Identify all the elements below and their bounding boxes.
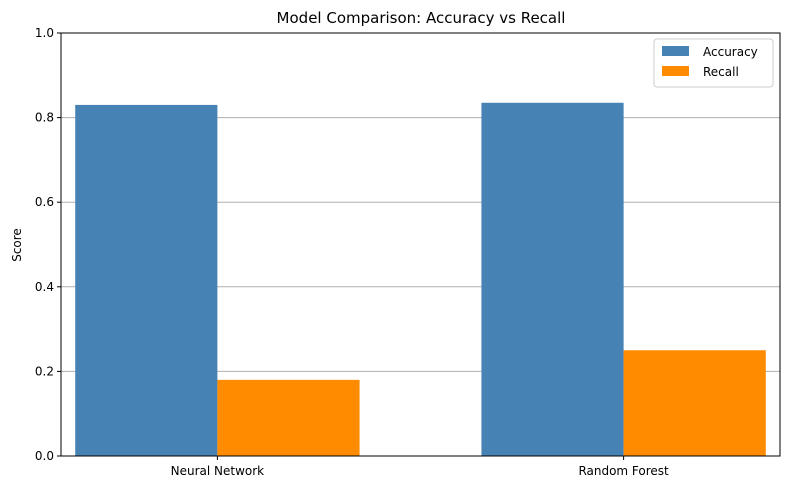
legend-swatch (662, 46, 689, 56)
y-tick-label: 0.0 (35, 449, 54, 463)
x-axis: Neural Network Random Forest (171, 456, 669, 478)
x-tick-label: Random Forest (578, 464, 669, 478)
y-axis-label: Score (10, 228, 24, 262)
plot-frame (60, 32, 781, 457)
bars (75, 102, 766, 457)
legend-label: Accuracy (703, 45, 758, 59)
bar-accuracy-random-forest (481, 102, 624, 457)
bar-recall-random-forest (623, 350, 766, 456)
y-tick-label: 0.4 (35, 280, 54, 294)
y-axis: 0.0 0.2 0.4 0.6 0.8 1.0 (35, 26, 61, 463)
chart-title: Model Comparison: Accuracy vs Recall (277, 9, 566, 27)
bar-accuracy-neural-network (75, 104, 218, 456)
y-tick-label: 0.6 (35, 195, 54, 209)
y-tick-label: 0.2 (35, 364, 54, 378)
y-tick-label: 0.8 (35, 111, 54, 125)
x-tick-label: Neural Network (171, 464, 265, 478)
legend-swatch (662, 66, 689, 76)
legend: Accuracy Recall (653, 38, 774, 88)
y-tick-label: 1.0 (35, 26, 54, 40)
bar-recall-neural-network (217, 379, 360, 456)
legend-label: Recall (703, 65, 739, 79)
